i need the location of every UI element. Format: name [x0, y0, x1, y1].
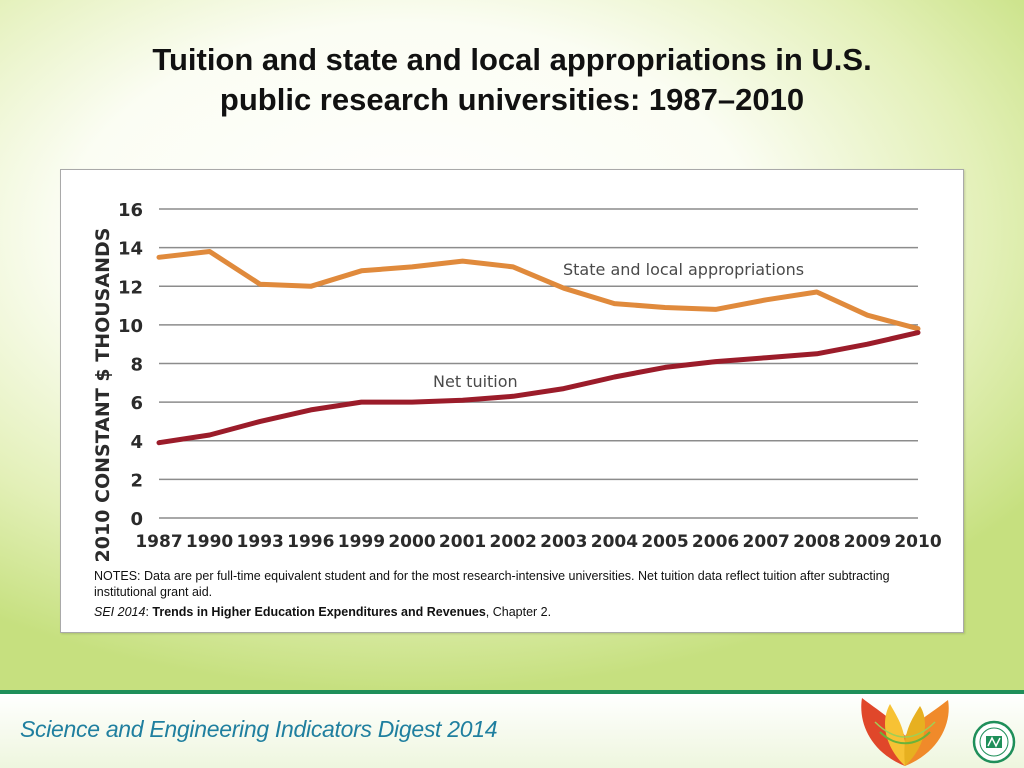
x-tick-label: 2006 — [692, 532, 739, 552]
y-tick-label: 12 — [118, 277, 143, 298]
x-tick-label: 1996 — [287, 532, 334, 552]
chart-source: SEI 2014: Trends in Higher Education Exp… — [94, 605, 551, 619]
x-tick-label: 2005 — [641, 532, 688, 552]
x-tick-label: 2008 — [793, 532, 840, 552]
y-tick-label: 2 — [130, 470, 143, 491]
chart-notes: NOTES: Data are per full-time equivalent… — [94, 569, 890, 599]
y-tick-label: 14 — [118, 239, 143, 260]
x-tick-label: 2003 — [540, 532, 587, 552]
x-tick-label: 2009 — [844, 532, 891, 552]
y-tick-label: 8 — [130, 355, 143, 376]
series-label-net-tuition: Net tuition — [433, 372, 518, 391]
series-lines — [156, 249, 921, 446]
x-tick-label: 1999 — [338, 532, 385, 552]
x-tick-label: 2007 — [743, 532, 790, 552]
x-tick-label: 2001 — [439, 532, 486, 552]
footer-title: Science and Engineering Indicators Diges… — [20, 716, 498, 742]
series-label-appropriations: State and local appropriations — [563, 260, 804, 279]
x-tick-label: 2002 — [490, 532, 537, 552]
flower-logo-icon — [861, 698, 949, 766]
source-title: Trends in Higher Education Expenditures … — [152, 605, 486, 619]
slide-title: Tuition and state and local appropriatio… — [0, 40, 1024, 120]
x-tick-labels: 1987 1990 1993 1996 1999 2000 2001 2002 2003 2004… — [135, 532, 941, 552]
x-tick-label: 2004 — [591, 532, 638, 552]
x-tick-label: 1990 — [186, 532, 233, 552]
chart-panel: 0 2 4 6 8 10 12 14 16 1987 1990 1993 1996 1999 2000 20… — [60, 169, 964, 633]
y-tick-label: 10 — [118, 316, 143, 337]
source-separator: : — [145, 605, 153, 619]
x-tick-label: 1987 — [135, 532, 182, 552]
y-tick-label: 4 — [130, 432, 143, 453]
y-tick-label: 16 — [118, 200, 143, 221]
y-tick-label: 6 — [130, 393, 143, 414]
footer-divider — [0, 690, 1024, 694]
source-chapter: , Chapter 2. — [485, 605, 552, 619]
series-line-appropriations — [156, 249, 921, 332]
slide-title-line-2: public research universities: 1987–2010 — [219, 82, 805, 117]
x-tick-label: 2000 — [388, 532, 435, 552]
series-line-net-tuition — [156, 330, 921, 446]
x-tick-label: 2010 — [894, 532, 941, 552]
y-tick-label: 0 — [130, 509, 143, 530]
y-axis-label: 2010 CONSTANT $ THOUSANDS — [92, 228, 114, 563]
source-report: SEI 2014 — [94, 605, 146, 619]
x-tick-label: 1993 — [237, 532, 284, 552]
footer-band — [0, 694, 1024, 768]
y-tick-labels: 0 2 4 6 8 10 12 14 16 — [118, 200, 143, 530]
nsf-seal-icon — [972, 720, 1016, 764]
gridlines — [159, 208, 918, 519]
slide-title-line-1: Tuition and state and local appropriatio… — [152, 42, 872, 77]
